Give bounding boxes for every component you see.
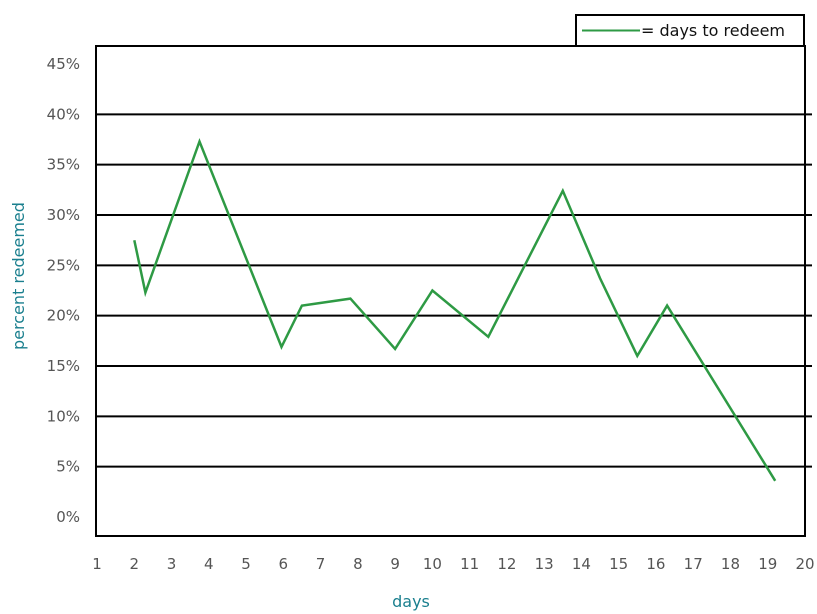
x-tick-label: 19 [758, 555, 777, 573]
y-tick-label: 35% [47, 156, 80, 174]
x-tick-label: 11 [460, 555, 479, 573]
x-tick-label: 18 [721, 555, 740, 573]
x-tick-label: 2 [129, 555, 139, 573]
series-layer [133, 137, 777, 482]
y-tick-label: 40% [47, 105, 80, 123]
y-tick-label: 25% [47, 256, 80, 274]
x-tick-label: 5 [241, 555, 251, 573]
y-tick-label: 15% [47, 357, 80, 375]
x-tick-label: 14 [572, 555, 591, 573]
x-tick-label: 12 [497, 555, 516, 573]
y-tick-label: 45% [47, 55, 80, 73]
x-tick-label: 7 [316, 555, 326, 573]
x-tick-label: 3 [167, 555, 177, 573]
x-tick-label: 17 [684, 555, 703, 573]
x-tick-label: 4 [204, 555, 214, 573]
y-tick-label: 20% [47, 307, 80, 325]
y-axis-ticks: 0% 5% 10% 15% 20% 25% 30% 35% 40% 45% [47, 55, 80, 526]
x-tick-label: 6 [279, 555, 289, 573]
y-axis-title: percent redeemed [9, 202, 28, 350]
series-line [133, 137, 777, 482]
x-tick-label: 8 [353, 555, 363, 573]
x-tick-label: 9 [390, 555, 400, 573]
y-tick-label: 30% [47, 206, 80, 224]
y-tick-label: 5% [56, 458, 80, 476]
x-tick-label: 10 [423, 555, 442, 573]
x-tick-label: 20 [795, 555, 814, 573]
x-tick-label: 13 [535, 555, 554, 573]
x-tick-label: 15 [609, 555, 628, 573]
plot-area [95, 45, 806, 537]
x-tick-label: 16 [646, 555, 665, 573]
legend-label: = days to redeem [641, 21, 785, 40]
x-axis-ticks: 1 2 3 4 5 6 7 8 9 10 11 12 13 14 15 16 17 18 19 20 [92, 555, 814, 573]
legend: = days to redeem [575, 14, 805, 47]
y-tick-label: 0% [56, 508, 80, 526]
y-tick-label: 10% [47, 407, 80, 425]
gridlines [96, 113, 812, 468]
x-axis-title: days [392, 592, 430, 611]
x-tick-label: 1 [92, 555, 102, 573]
